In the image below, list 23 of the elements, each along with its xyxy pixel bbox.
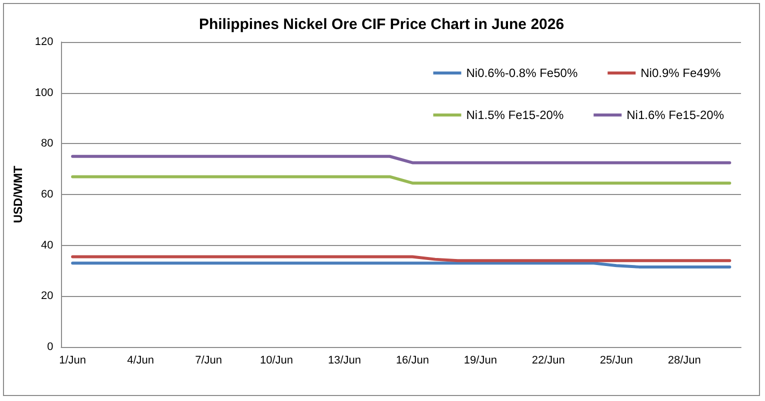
legend-label: Ni0.9% Fe49% <box>640 66 721 80</box>
x-tick-label: 28/Jun <box>668 354 701 366</box>
legend-label: Ni1.5% Fe15-20% <box>466 108 564 122</box>
y-tick-label: 40 <box>41 239 54 252</box>
legend-label: Ni0.6%-0.8% Fe50% <box>466 66 578 80</box>
legend-label: Ni1.6% Fe15-20% <box>626 108 724 122</box>
x-tick-label: 19/Jun <box>464 354 497 366</box>
x-tick-label: 22/Jun <box>532 354 565 366</box>
y-tick-label: 20 <box>41 290 54 302</box>
y-tick-label: 0 <box>47 341 54 353</box>
y-tick-label: 120 <box>34 36 54 48</box>
y-tick-label: 100 <box>34 86 54 99</box>
y-tick-label: 80 <box>41 138 54 150</box>
y-tick-label: 60 <box>41 188 54 200</box>
x-tick-label: 25/Jun <box>600 354 633 366</box>
x-tick-label: 1/Jun <box>59 354 86 366</box>
x-tick-label: 7/Jun <box>195 354 222 366</box>
chart-title: Philippines Nickel Ore CIF Price Chart in June 2026 <box>198 16 564 33</box>
x-tick-label: 16/Jun <box>396 354 429 366</box>
y-axis-title: USD/WMT <box>11 165 25 224</box>
x-tick-label: 10/Jun <box>260 354 294 366</box>
x-tick-label: 4/Jun <box>127 354 154 366</box>
x-tick-label: 13/Jun <box>328 354 361 366</box>
